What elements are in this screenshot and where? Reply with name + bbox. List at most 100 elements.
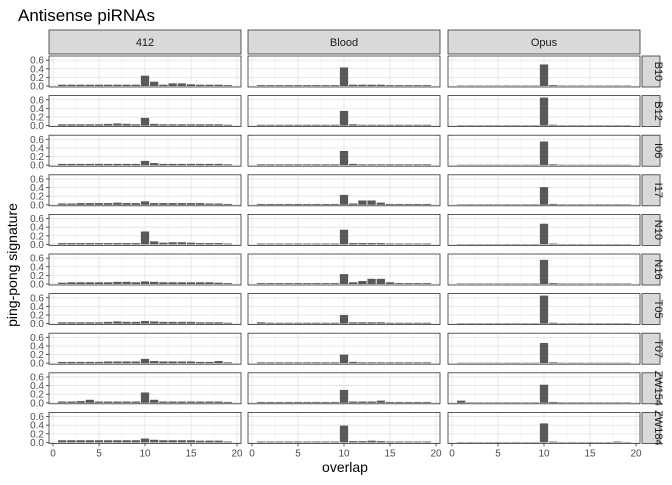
bar-T07-Blood-10	[340, 355, 348, 364]
bar-B10-Blood-8	[321, 85, 329, 86]
bar-N10-412-3	[76, 243, 84, 244]
bar-I06-Opus-10	[540, 142, 548, 166]
row-strip-label: B10	[652, 62, 664, 82]
bar-N10-412-16	[196, 243, 204, 244]
bar-N16-412-17	[205, 282, 213, 284]
bar-N10-Blood-17	[404, 244, 412, 245]
bar-N16-Opus-10	[540, 260, 548, 284]
bar-ZW154-412-7	[113, 402, 121, 403]
y-tick-label: 0.6	[30, 372, 44, 383]
bar-B10-Blood-14	[377, 85, 385, 86]
y-tick-label: 0.6	[30, 333, 44, 344]
bar-I06-412-13	[168, 164, 176, 165]
bar-B10-Blood-12	[358, 85, 366, 86]
bar-I06-Blood-17	[404, 164, 412, 165]
row-strip-label: B12	[652, 101, 664, 121]
bar-ZW184-412-7	[113, 440, 121, 442]
bar-N10-Blood-9	[331, 244, 339, 245]
bar-I06-Blood-6	[303, 164, 311, 165]
bar-I17-Opus-10	[540, 187, 548, 205]
bar-I06-Blood-13	[367, 164, 375, 165]
bar-T05-412-4	[86, 322, 94, 323]
bar-I17-412-18	[214, 204, 222, 205]
bar-N10-Blood-15	[386, 244, 394, 245]
x-tick-label: 5	[96, 448, 102, 459]
bar-T05-Opus-11	[549, 323, 557, 324]
bar-B12-Blood-13	[367, 125, 375, 126]
bar-N10-Blood-11	[349, 243, 357, 244]
bar-T07-412-16	[196, 362, 204, 363]
bar-N16-412-5	[95, 282, 103, 284]
bar-T07-Opus-10	[540, 343, 548, 363]
bar-B12-Blood-12	[358, 125, 366, 126]
bar-I17-Blood-2	[266, 204, 274, 205]
bar-N10-412-18	[214, 243, 222, 244]
bar-T05-Blood-7	[312, 323, 320, 324]
bar-ZW154-Blood-15	[386, 402, 394, 403]
bar-ZW154-412-18	[214, 402, 222, 403]
bar-I06-Blood-1	[257, 164, 265, 165]
bar-ZW154-412-16	[196, 402, 204, 403]
bar-T05-412-7	[113, 321, 121, 323]
x-tick-label: 5	[495, 448, 501, 459]
y-tick-label: 0.6	[30, 254, 44, 265]
y-tick-label: 0.6	[30, 214, 44, 225]
bar-N10-Blood-18	[413, 244, 421, 245]
bar-N10-Blood-3	[275, 244, 283, 245]
x-tick-label: 10	[338, 448, 350, 459]
bar-T05-Opus-10	[540, 296, 548, 324]
bar-I17-Blood-12	[358, 200, 366, 204]
row-strip-label: I17	[652, 183, 664, 198]
bar-ZW154-412-15	[187, 402, 195, 403]
bar-T07-412-7	[113, 361, 121, 363]
bar-ZW184-412-15	[187, 440, 195, 442]
bar-ZW154-Blood-16	[395, 402, 403, 403]
bar-ZW154-412-13	[168, 402, 176, 403]
bar-T07-412-10	[141, 359, 149, 363]
bar-B10-Blood-2	[266, 85, 274, 86]
bar-N10-412-14	[178, 242, 186, 244]
bar-ZW154-Blood-9	[331, 402, 339, 403]
bar-I06-Blood-4	[285, 164, 293, 165]
bar-I17-412-6	[104, 203, 112, 205]
bar-B12-Blood-10	[340, 111, 348, 126]
bar-ZW184-412-1	[58, 440, 66, 442]
bar-I06-412-17	[205, 164, 213, 165]
column-strip-label: 412	[136, 37, 154, 49]
row-strip-label: N16	[652, 259, 664, 279]
bar-T05-412-18	[214, 322, 222, 323]
bar-N16-412-7	[113, 282, 121, 284]
bar-I17-Blood-11	[349, 204, 357, 205]
bar-T07-412-13	[168, 361, 176, 363]
bar-N10-412-8	[122, 243, 130, 244]
bar-N10-412-1	[58, 243, 66, 244]
bar-T05-412-2	[67, 322, 75, 323]
bar-I06-Blood-10	[340, 151, 348, 165]
bar-ZW154-412-3	[76, 401, 84, 403]
bar-I17-Blood-3	[275, 204, 283, 205]
bar-B12-412-12	[159, 124, 167, 125]
bar-B12-Blood-3	[275, 125, 283, 126]
bar-T05-412-17	[205, 322, 213, 323]
bar-T05-Blood-18	[413, 323, 421, 324]
bar-I06-412-16	[196, 164, 204, 165]
bar-I06-412-1	[58, 164, 66, 165]
bar-ZW154-412-8	[122, 402, 130, 403]
bar-N10-Blood-1	[257, 244, 265, 245]
chart-title: Antisense piRNAs	[18, 6, 155, 25]
bar-N16-Blood-19	[423, 283, 431, 284]
bar-T07-Blood-2	[266, 362, 274, 363]
bar-ZW184-Blood-15	[386, 442, 394, 443]
bar-N16-412-2	[67, 282, 75, 284]
bar-I17-Blood-14	[377, 203, 385, 205]
bar-B10-Blood-18	[413, 85, 421, 86]
bar-N16-Blood-15	[386, 282, 394, 284]
bar-B10-Blood-3	[275, 85, 283, 86]
bar-I06-412-12	[159, 164, 167, 165]
bar-T07-412-5	[95, 362, 103, 363]
bar-ZW184-Blood-2	[266, 442, 274, 443]
bar-I17-Opus-11	[549, 204, 557, 205]
bar-T07-Blood-19	[423, 362, 431, 363]
bar-N16-Blood-1	[257, 283, 265, 284]
bar-ZW184-Blood-14	[377, 441, 385, 442]
